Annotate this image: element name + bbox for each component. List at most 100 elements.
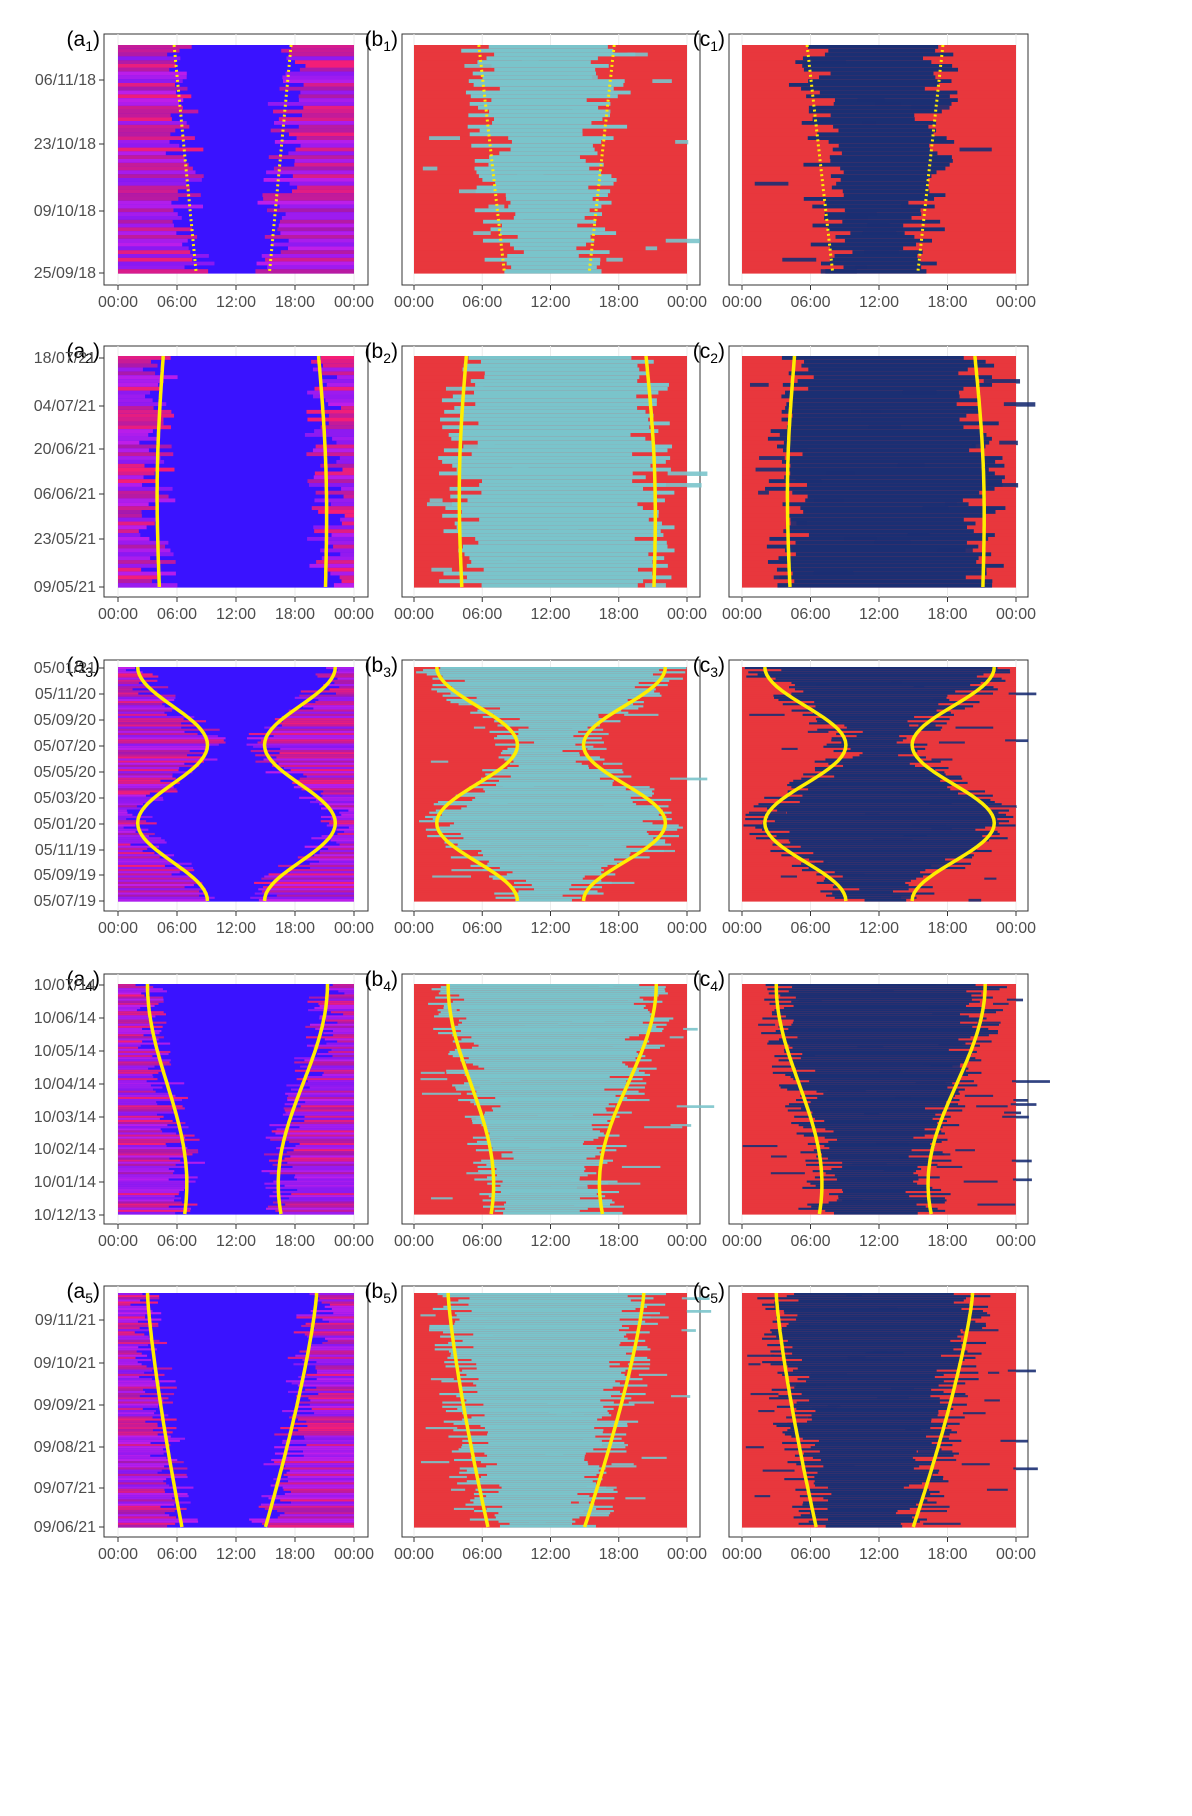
heatmap-night-left	[118, 250, 191, 255]
class-day	[482, 75, 593, 80]
heatmap-strip	[118, 794, 354, 798]
class-day	[830, 159, 953, 164]
heatmap-night-left	[118, 1484, 170, 1488]
heatmap-night-right	[288, 1480, 354, 1483]
heatmap-night-left	[118, 1128, 161, 1131]
class-fragment	[900, 792, 939, 796]
class-fragment	[458, 189, 495, 194]
heatmap-strip	[118, 113, 354, 118]
panel-label: (b4)	[365, 968, 398, 994]
heatmap-night-left	[118, 1431, 173, 1434]
class-day	[824, 1136, 914, 1140]
class-day	[790, 841, 983, 845]
class-fragment	[891, 896, 917, 900]
class-day	[499, 1484, 597, 1488]
class-day	[464, 998, 644, 1002]
heatmap-strip	[118, 741, 354, 745]
class-fragment	[545, 739, 572, 743]
class-day	[786, 1295, 991, 1298]
heatmap-night-right	[246, 743, 354, 747]
panel-c5: 00:00 06:00 12:00 18:00 00:00(c5)	[693, 1280, 1038, 1563]
heatmap-night-left	[118, 1115, 164, 1119]
class-day	[511, 265, 597, 270]
heatmap-night-right	[261, 890, 354, 894]
heatmap-night-right	[295, 1395, 354, 1398]
class-day	[829, 1193, 951, 1196]
heatmap-night-right	[296, 1078, 354, 1081]
sunrise-curve	[435, 666, 520, 902]
heatmap-night-left	[118, 223, 174, 228]
class-fragment	[568, 75, 598, 80]
class-day	[483, 1205, 624, 1209]
heatmap-night-left	[118, 1452, 164, 1456]
heatmap-night-right	[287, 246, 354, 251]
heatmap-night-right	[314, 498, 354, 503]
heatmap-night-left	[118, 1048, 156, 1052]
heatmap-night-left	[118, 409, 172, 415]
class-day	[440, 417, 649, 423]
heatmap-night-left	[118, 1310, 153, 1313]
heatmap-night-right	[288, 709, 354, 713]
class-day	[457, 1407, 614, 1411]
heatmap-night-right	[336, 841, 354, 845]
heatmap-night-left	[118, 1117, 160, 1121]
class-day	[487, 862, 618, 866]
class-fragment	[512, 467, 529, 473]
heatmap-strip	[118, 1142, 354, 1146]
heatmap-night-right	[315, 490, 354, 496]
class-day	[462, 544, 668, 550]
heatmap-night-right	[297, 856, 354, 860]
class-fragment	[1008, 692, 1037, 696]
class-day	[764, 796, 978, 800]
heatmap-strip	[118, 1174, 354, 1177]
heatmap-night-right	[340, 517, 354, 523]
class-day	[452, 1040, 650, 1044]
class-day	[784, 1050, 977, 1054]
heatmap-strip	[118, 747, 354, 751]
heatmap-night-left	[118, 1318, 162, 1322]
heatmap-strip	[118, 121, 354, 126]
y-tick-label: 10/03/14	[34, 1109, 96, 1126]
heatmap-night-left	[118, 696, 176, 700]
heatmap-night-left	[118, 1124, 168, 1127]
class-day	[791, 1000, 980, 1004]
heatmap-strip	[118, 98, 354, 103]
class-day	[776, 835, 983, 838]
heatmap-night-right	[270, 128, 354, 133]
heatmap-night-left	[118, 669, 126, 672]
class-day	[432, 818, 672, 821]
class-fragment	[547, 1403, 561, 1407]
class-day	[790, 1427, 931, 1430]
heatmap-strip	[118, 1096, 354, 1100]
class-fragment	[422, 166, 438, 171]
heatmap-night-left	[118, 775, 173, 779]
class-day	[431, 688, 656, 691]
heatmap-night-left	[118, 1147, 188, 1150]
heatmap-strip	[118, 1356, 354, 1360]
class-day	[834, 883, 909, 887]
class-day	[510, 775, 632, 779]
heatmap-night-left	[118, 1446, 168, 1449]
heatmap-night-left	[118, 151, 166, 156]
class-day	[783, 529, 974, 534]
y-tick-label: 04/07/21	[34, 398, 96, 415]
heatmap-night-left	[118, 1441, 151, 1445]
class-fragment	[604, 1182, 641, 1186]
class-day	[445, 845, 627, 849]
heatmap-night-right	[275, 722, 354, 726]
heatmap-night-right	[293, 1149, 354, 1152]
heatmap-night-right	[302, 1358, 354, 1362]
heatmap-strip	[118, 390, 354, 396]
heatmap-night-right	[348, 809, 354, 813]
class-day	[441, 398, 657, 403]
class-day	[462, 1369, 626, 1373]
class-day	[798, 1522, 901, 1526]
heatmap-strip	[118, 673, 354, 677]
class-day	[499, 866, 602, 870]
heatmap-night-left	[118, 452, 174, 457]
heatmap-night-right	[337, 669, 354, 672]
sunset-curve	[644, 355, 658, 588]
y-tick-label: 10/06/14	[34, 1010, 96, 1027]
class-day	[790, 471, 995, 476]
heatmap-night-left	[118, 1191, 180, 1194]
